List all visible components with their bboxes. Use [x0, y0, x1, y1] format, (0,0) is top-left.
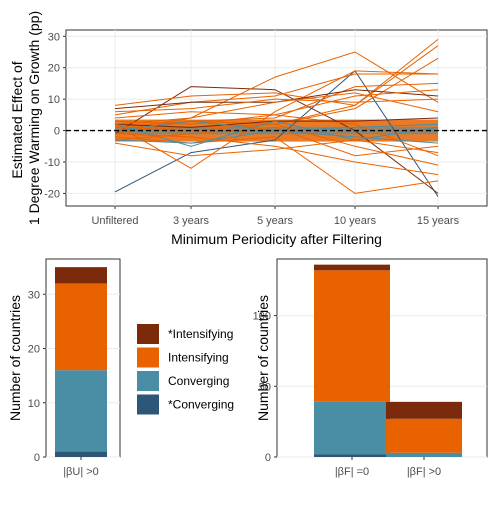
- y-tick-label: 10: [48, 94, 60, 106]
- y-tick-label: 20: [48, 63, 60, 75]
- y-tick-label: 100: [253, 311, 271, 323]
- series-line-1: [114, 70, 439, 197]
- bar-segment: [55, 283, 107, 371]
- y-tick-label: -20: [44, 188, 60, 200]
- y-tick-label: 30: [28, 289, 40, 301]
- series-line-18: [114, 89, 439, 119]
- legend-item: Intensifying: [137, 347, 229, 368]
- x-tick-label: 15 years: [417, 215, 460, 227]
- bottom-left-bar-chart: 0 10 20 30 |βU| >0 Number of countries: [7, 258, 121, 478]
- bottom-right-bar-chart: 0 50 100 |βF| =0 |βF| >0 Number of countrie…: [253, 258, 488, 478]
- bottom-right-x-tick-labels: |βF| =0 |βF| >0: [335, 457, 441, 478]
- legend-swatch: [137, 371, 159, 391]
- y-tick-label: 30: [48, 31, 60, 43]
- y-tick-label: 20: [28, 344, 40, 356]
- bottom-left-y-axis-label: Number of countries: [7, 295, 23, 421]
- top-y-axis-label-line-2: 1 Degree Warming on Growth (pp): [26, 11, 42, 225]
- legend: *Intensifying Intensifying Converging *Conv…: [137, 324, 234, 415]
- series-line-2: [114, 86, 439, 194]
- bar-segment: [314, 264, 390, 271]
- top-y-axis-label: Estimated Effect of 1 Degree Warming on …: [9, 11, 42, 225]
- top-y-axis-label-line-1: Estimated Effect of: [9, 61, 25, 178]
- top-line-chart: -20 -10 0 10 20 30 Unfiltered 3 years 5 years 10…: [9, 11, 488, 247]
- x-tick-label: 10 years: [334, 215, 377, 227]
- x-tick-label: 3 years: [173, 215, 210, 227]
- top-panel-frame: [65, 29, 488, 207]
- bar-segment: [386, 401, 462, 419]
- bar-segment: [55, 451, 107, 457]
- legend-label: *Intensifying: [168, 327, 233, 341]
- y-tick-label: 50: [259, 381, 271, 393]
- legend-label: *Converging: [168, 398, 234, 412]
- y-tick-label: 0: [54, 126, 60, 138]
- bottom-left-bars: [55, 267, 107, 457]
- y-tick-label: -10: [44, 157, 60, 169]
- series-line-7: [114, 45, 439, 106]
- legend-swatch: [137, 394, 159, 415]
- series-line-23: [114, 92, 439, 125]
- x-tick-label: Unfiltered: [91, 215, 138, 227]
- series-line-4: [114, 51, 439, 132]
- legend-item: *Intensifying: [137, 324, 233, 344]
- series-line-10: [114, 136, 439, 194]
- top-series-lines: [114, 39, 439, 197]
- bottom-left-y-tick-labels: 0 10 20 30: [28, 289, 46, 464]
- x-tick-label: |βF| >0: [407, 466, 441, 478]
- x-tick-label: 5 years: [257, 215, 294, 227]
- bar-segment: [55, 370, 107, 452]
- bottom-right-y-tick-labels: 0 50 100: [253, 311, 277, 464]
- bar-segment: [314, 401, 390, 455]
- x-tick-label: |βF| =0: [335, 466, 369, 478]
- y-tick-label: 10: [28, 398, 40, 410]
- bar-segment: [386, 452, 462, 457]
- series-line-8: [114, 73, 438, 116]
- bottom-right-bars: [314, 264, 462, 457]
- series-line-19: [114, 139, 439, 157]
- legend-label: Converging: [168, 374, 229, 388]
- series-line-9: [114, 82, 439, 135]
- y-tick-label: 0: [265, 452, 271, 464]
- legend-swatch: [137, 324, 159, 344]
- legend-item: *Converging: [137, 394, 234, 415]
- series-line-22: [114, 126, 439, 157]
- bar-segment: [314, 454, 390, 457]
- legend-swatch: [137, 347, 159, 368]
- top-x-axis-label: Minimum Periodicity after Filtering: [171, 231, 382, 247]
- bottom-left-x-tick-labels: |βU| >0: [63, 457, 99, 478]
- series-line-17: [114, 120, 439, 147]
- bottom-right-y-axis-label: Number of countries: [255, 295, 271, 421]
- series-line-3: [114, 70, 439, 169]
- top-x-tick-labels: Unfiltered 3 years 5 years 10 years 15 years: [91, 206, 460, 227]
- bar-segment: [314, 270, 390, 402]
- top-y-tick-labels: -20 -10 0 10 20 30: [44, 31, 66, 200]
- series-line-20: [114, 98, 439, 113]
- y-tick-label: 0: [34, 452, 40, 464]
- bar-segment: [386, 418, 462, 453]
- x-tick-label: |βU| >0: [63, 466, 99, 478]
- legend-item: Converging: [137, 371, 229, 391]
- bar-segment: [55, 267, 107, 284]
- legend-label: Intensifying: [168, 351, 229, 365]
